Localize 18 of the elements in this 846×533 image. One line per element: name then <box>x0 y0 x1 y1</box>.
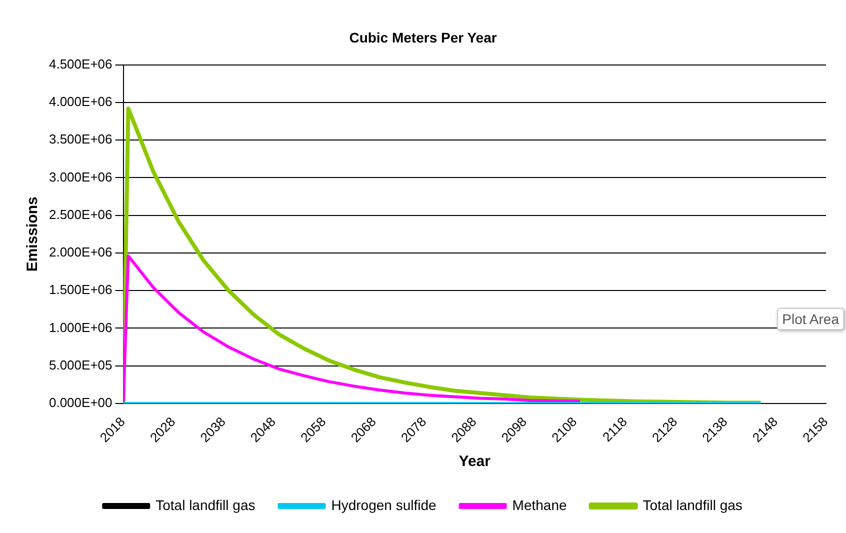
y-tick-label: 4.000E+06 <box>48 94 112 110</box>
legend-label: Total landfill gas <box>642 496 742 513</box>
y-axis-title: Emissions <box>24 196 42 272</box>
y-tick-label: 4.500E+06 <box>48 56 112 72</box>
y-tick-label: 1.500E+06 <box>48 282 112 298</box>
y-tick-label: 5.000E+05 <box>48 357 112 372</box>
chart-title: Cubic Meters Per Year <box>349 29 498 46</box>
y-tick-label: 3.000E+06 <box>48 169 112 184</box>
annotation: Plot Area <box>777 308 844 330</box>
y-tick-label: 2.500E+06 <box>48 206 112 222</box>
y-tick-label: 2.000E+06 <box>48 244 112 260</box>
legend-label: Methane <box>512 496 567 513</box>
legend-label: Hydrogen sulfide <box>331 496 437 513</box>
y-tick-label: 0.000E+00 <box>48 395 112 410</box>
legend-label: Total landfill gas <box>156 496 256 513</box>
y-tick-label: 3.500E+06 <box>48 132 112 147</box>
x-axis-title: Year <box>458 453 491 470</box>
y-tick-label: 1.000E+06 <box>48 320 112 335</box>
